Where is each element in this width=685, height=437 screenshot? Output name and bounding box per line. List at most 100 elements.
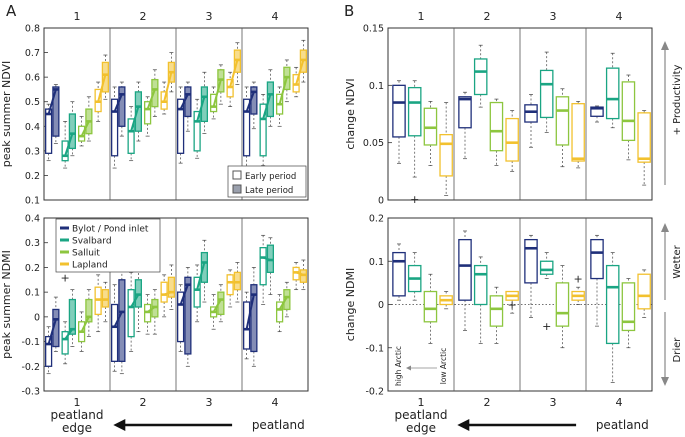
box [590, 238, 604, 280]
box [439, 133, 453, 177]
legend-label-late: Late period [245, 186, 293, 196]
box [68, 298, 77, 335]
trend-line [146, 89, 156, 110]
box-salluit [423, 273, 438, 344]
box [407, 86, 422, 137]
group-number-top: 2 [140, 10, 147, 23]
box-bylot-pond-inlet [118, 269, 126, 375]
box [176, 291, 185, 343]
box-lapland [167, 264, 176, 310]
annot-low-arctic: low Arctic [439, 348, 448, 385]
trend-line [163, 291, 172, 296]
panel-letter-b: B [344, 2, 354, 20]
box [259, 103, 267, 157]
legend-label: Svalbard [72, 237, 112, 247]
box-lapland [160, 274, 168, 318]
box-salluit [78, 311, 86, 352]
trend-line [179, 284, 189, 305]
box [621, 282, 636, 332]
trend-line [130, 106, 140, 132]
box [489, 295, 504, 327]
trend-line [295, 271, 304, 276]
box-lapland [505, 290, 519, 314]
box [184, 276, 192, 355]
box [118, 279, 126, 362]
box-bylot-pond-inlet [242, 86, 251, 171]
y-tick-label: 0.2 [25, 171, 40, 182]
box-svalbard [127, 272, 135, 352]
group-number-top: 4 [616, 10, 623, 23]
direction-arrow-head [457, 419, 470, 431]
box-bylot-pond-inlet [111, 86, 119, 169]
y-tick-label: 0.2 [369, 214, 384, 225]
box-lapland [292, 262, 300, 291]
y-tick-label: 0 [34, 312, 40, 323]
box [266, 81, 275, 118]
box [605, 67, 620, 120]
y-tick-label: 0 [378, 196, 384, 207]
y-tick-label: 0.1 [369, 81, 384, 92]
box-bylot-pond-inlet [184, 81, 192, 132]
group-number-top: 1 [418, 10, 425, 23]
y-tick-label: 0.4 [25, 122, 40, 133]
box-salluit [209, 294, 218, 330]
box-svalbard [539, 51, 554, 133]
box [61, 331, 69, 355]
box-salluit [151, 69, 159, 117]
group-number-bottom: 4 [616, 396, 623, 409]
legend-label: Lapland [72, 261, 108, 271]
box [127, 289, 135, 338]
y-tick-label: 0.15 [363, 24, 384, 35]
y-tick-label: 0.4 [25, 214, 40, 225]
box-bylot-pond-inlet [458, 91, 472, 160]
box-svalbard [473, 44, 488, 108]
trend-line [229, 59, 239, 88]
box [259, 247, 267, 286]
x-label-peatland-edge: peatland [51, 408, 104, 422]
y-axis-label: change NDVI [344, 78, 357, 149]
legend-label: Salluit [72, 249, 100, 259]
box-bylot-pond-inlet [111, 284, 119, 372]
trend-line [278, 76, 288, 105]
y-tick-label: -0.3 [21, 387, 40, 398]
trend-line [212, 299, 222, 313]
trend-line [64, 133, 74, 157]
box-svalbard [259, 93, 267, 166]
productivity-arrow-head [661, 41, 669, 50]
x-label-peatland: peatland [596, 418, 649, 432]
box [473, 264, 488, 306]
y-tick-label: -0.2 [21, 362, 40, 373]
box-bylot-pond-inlet [590, 105, 604, 123]
trend-line [245, 91, 255, 112]
box-salluit [621, 74, 636, 161]
y-tick-label: -0.1 [21, 337, 40, 348]
box [68, 113, 77, 150]
panel-letter-a: A [6, 2, 17, 20]
box-lapland [226, 269, 234, 308]
box [571, 103, 585, 162]
box-salluit [489, 98, 504, 166]
box [505, 117, 519, 162]
legend-box [55, 218, 161, 273]
box-salluit [621, 278, 636, 349]
box [200, 251, 209, 283]
box [167, 276, 176, 298]
box [283, 289, 291, 311]
box-bylot-pond-inlet [590, 234, 604, 327]
group-number-bottom: 1 [74, 396, 81, 409]
trend-line [80, 120, 90, 137]
trend-line [163, 71, 173, 102]
box [458, 238, 472, 301]
drier-arrow-head [661, 377, 669, 386]
box-svalbard [407, 252, 422, 301]
direction-arrow-head [113, 419, 126, 431]
box-bylot-pond-inlet [392, 243, 406, 301]
group-number-bottom: 2 [484, 396, 491, 409]
box-salluit [85, 289, 93, 337]
outlier-marker: + [61, 271, 70, 284]
group-number-bottom: 3 [550, 396, 557, 409]
box [605, 264, 620, 345]
box-salluit [85, 96, 93, 142]
box [184, 86, 192, 118]
group-number-bottom: 4 [272, 396, 279, 409]
